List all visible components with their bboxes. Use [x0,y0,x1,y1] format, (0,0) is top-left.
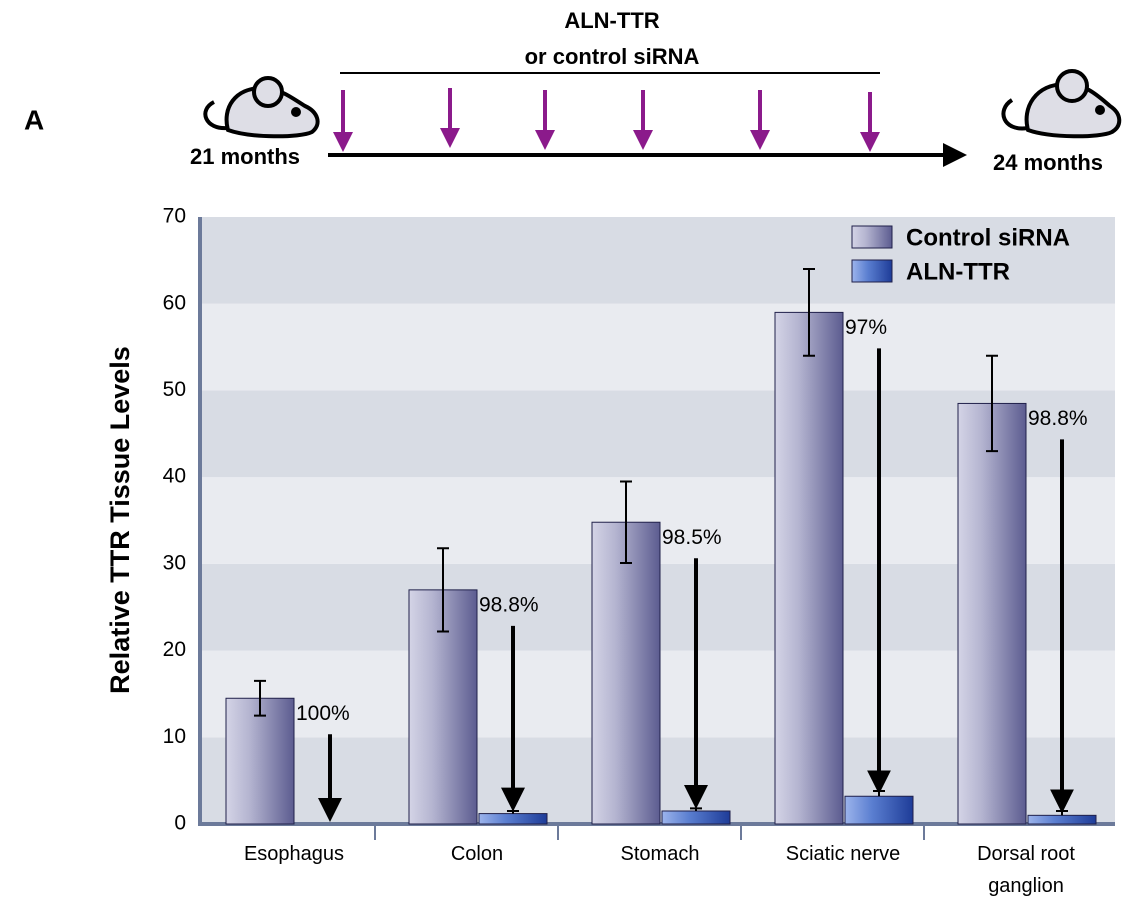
bar [845,796,913,824]
bar [1028,815,1096,824]
y-tick-label: 10 [163,725,186,748]
end-label: 24 months [993,150,1103,175]
bar [662,811,730,824]
y-tick-label: 30 [163,551,186,574]
legend-label: ALN-TTR [906,258,1010,285]
annotation: 100% [296,702,350,725]
bar [958,403,1026,824]
start-label: 21 months [190,144,300,169]
panel-label: A [24,104,44,135]
y-tick-label: 60 [163,291,186,314]
bar [479,814,547,824]
annotation: 97% [845,316,887,339]
bar [592,522,660,824]
x-tick-label: Colon [417,838,537,870]
legend-label: Control siRNA [906,224,1070,251]
x-tick-label: Dorsal root ganglion [966,838,1086,902]
dose-arrows [343,88,870,142]
y-tick-label: 20 [163,638,186,661]
y-tick-label: 70 [163,205,186,228]
treatment-label: or control siRNA [525,44,700,69]
bar [775,312,843,824]
y-tick-label: 40 [163,465,186,488]
bar [226,698,294,824]
y-tick-label: 50 [163,378,186,401]
legend-swatch [852,226,892,248]
annotation: 98.5% [662,526,722,549]
chart: A ALN-TTR or control siRNA 21 months 24 … [0,0,1122,902]
annotation: 98.8% [479,593,539,616]
y-tick-label: 0 [174,812,186,835]
mouse-icon [1003,71,1119,136]
treatment-label: ALN-TTR [564,8,659,33]
mouse-icon [205,78,317,136]
legend-swatch [852,260,892,282]
y-axis-label: Relative TTR Tissue Levels [105,346,135,694]
page: {"panel_label": "A", "schematic": {"trea… [0,0,1122,902]
x-tick-label: Stomach [600,838,720,870]
x-tick-label: Sciatic nerve [783,838,903,870]
stripe [200,304,1115,391]
annotation: 98.8% [1028,407,1088,430]
x-tick-label: Esophagus [234,838,354,870]
